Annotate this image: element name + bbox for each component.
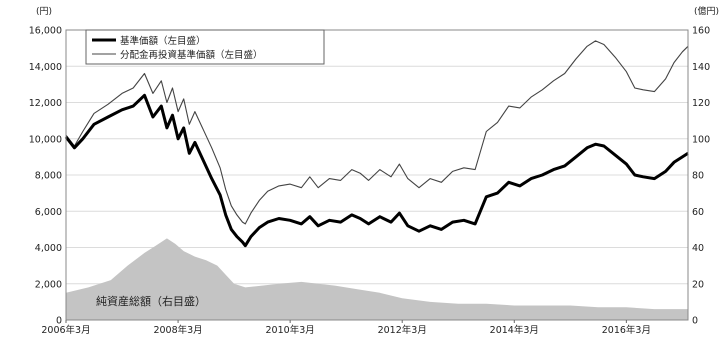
series-nav-line [64,93,689,248]
left-axis-ticks: 0 2,000 4,000 6,000 8,000 10,000 12,000 14,000 1… [29,26,62,327]
left-tick-label: 16,000 [29,26,62,37]
left-tick-label: 0 [56,316,62,327]
x-tick-label: 2008年3月 [153,324,202,336]
right-tick-label: 60 [692,207,704,218]
left-tick-label: 10,000 [29,134,62,145]
left-axis-unit: (円) [36,6,52,17]
left-tick-label: 8,000 [35,171,62,182]
left-tick-label: 4,000 [35,243,62,254]
right-tick-label: 20 [692,279,704,290]
right-tick-label: 120 [692,98,710,109]
series-reinvested-nav-line [65,40,689,225]
left-tick-label: 6,000 [35,207,62,218]
right-tick-label: 160 [692,26,710,37]
legend-label-nav: 基準価額（左目盛） [120,35,206,47]
left-tick-label: 14,000 [29,62,62,73]
x-tick-label: 2014年3月 [490,324,539,336]
x-axis-ticks: 2006年3月 2008年3月 2010年3月 2012年3月 2014年3月 2016年… [41,320,651,336]
series-net-assets-area [66,238,688,320]
x-tick-label: 2012年3月 [378,324,427,336]
right-tick-label: 0 [692,316,698,327]
right-tick-label: 140 [692,62,710,73]
legend: 基準価額（左目盛） 分配金再投資基準価額（左目盛） [85,29,325,65]
right-axis-ticks: 0 20 40 60 80 100 120 140 160 [692,26,710,327]
plot-frame [65,29,689,321]
right-tick-label: 40 [692,243,704,254]
right-tick-label: 80 [692,171,704,182]
area-label-net-assets: 純資産総額（右目盛） [96,294,206,308]
left-tick-label: 12,000 [29,98,62,109]
legend-box [85,29,325,65]
right-axis-unit: (億円) [694,5,719,17]
right-tick-label: 100 [692,134,710,145]
x-tick-label: 2006年3月 [41,324,90,336]
x-tick-label: 2016年3月 [602,324,651,336]
left-tick-label: 2,000 [35,279,62,290]
legend-label-reinvested: 分配金再投資基準価額（左目盛） [120,49,263,61]
x-tick-label: 2010年3月 [266,324,315,336]
